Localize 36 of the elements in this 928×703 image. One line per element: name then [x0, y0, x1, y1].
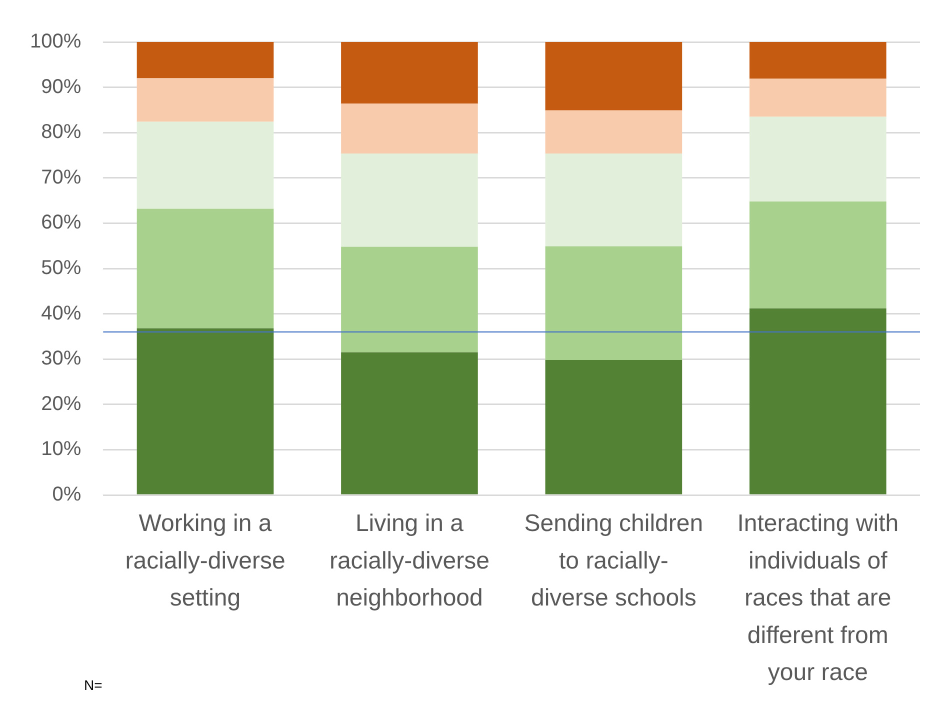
bar — [341, 42, 478, 104]
bar — [545, 110, 682, 154]
y-tick-label: 10% — [41, 438, 82, 460]
bar — [341, 352, 478, 494]
bar — [136, 42, 274, 78]
y-tick-label: 70% — [41, 166, 82, 188]
y-tick-label: 60% — [41, 212, 82, 234]
bar — [341, 153, 478, 247]
y-tick-label: 80% — [41, 121, 82, 144]
y-tick-label: 90% — [41, 76, 82, 98]
y-tick-label: 30% — [41, 348, 82, 370]
bar — [341, 246, 478, 352]
bar — [136, 328, 274, 494]
bar — [545, 360, 682, 494]
x-tick-label: Interacting with individuals of races that are different from your race — [737, 510, 899, 686]
bar — [749, 201, 886, 308]
bar — [749, 42, 886, 79]
x-tick-label: Sending children to racially-diverse schools — [524, 510, 704, 612]
y-tick-label: 0% — [52, 484, 82, 506]
x-tick-label: Working in a racially-diverse setting — [125, 510, 286, 612]
bar — [341, 104, 478, 154]
bar — [749, 116, 886, 202]
bar — [136, 208, 274, 328]
text: N= — [84, 676, 102, 693]
y-tick-label: 100% — [30, 30, 82, 53]
y-tick-label: 20% — [41, 392, 82, 415]
bar — [749, 308, 886, 494]
bar — [749, 78, 886, 117]
bar — [136, 78, 274, 122]
bar — [545, 246, 682, 360]
y-tick-label: 40% — [41, 302, 82, 324]
bar — [545, 153, 682, 246]
y-tick-label: 50% — [41, 257, 82, 280]
bar — [545, 42, 682, 110]
x-tick-label: Living in a racially-diverse neighborhood — [329, 510, 490, 612]
bar — [136, 122, 274, 209]
